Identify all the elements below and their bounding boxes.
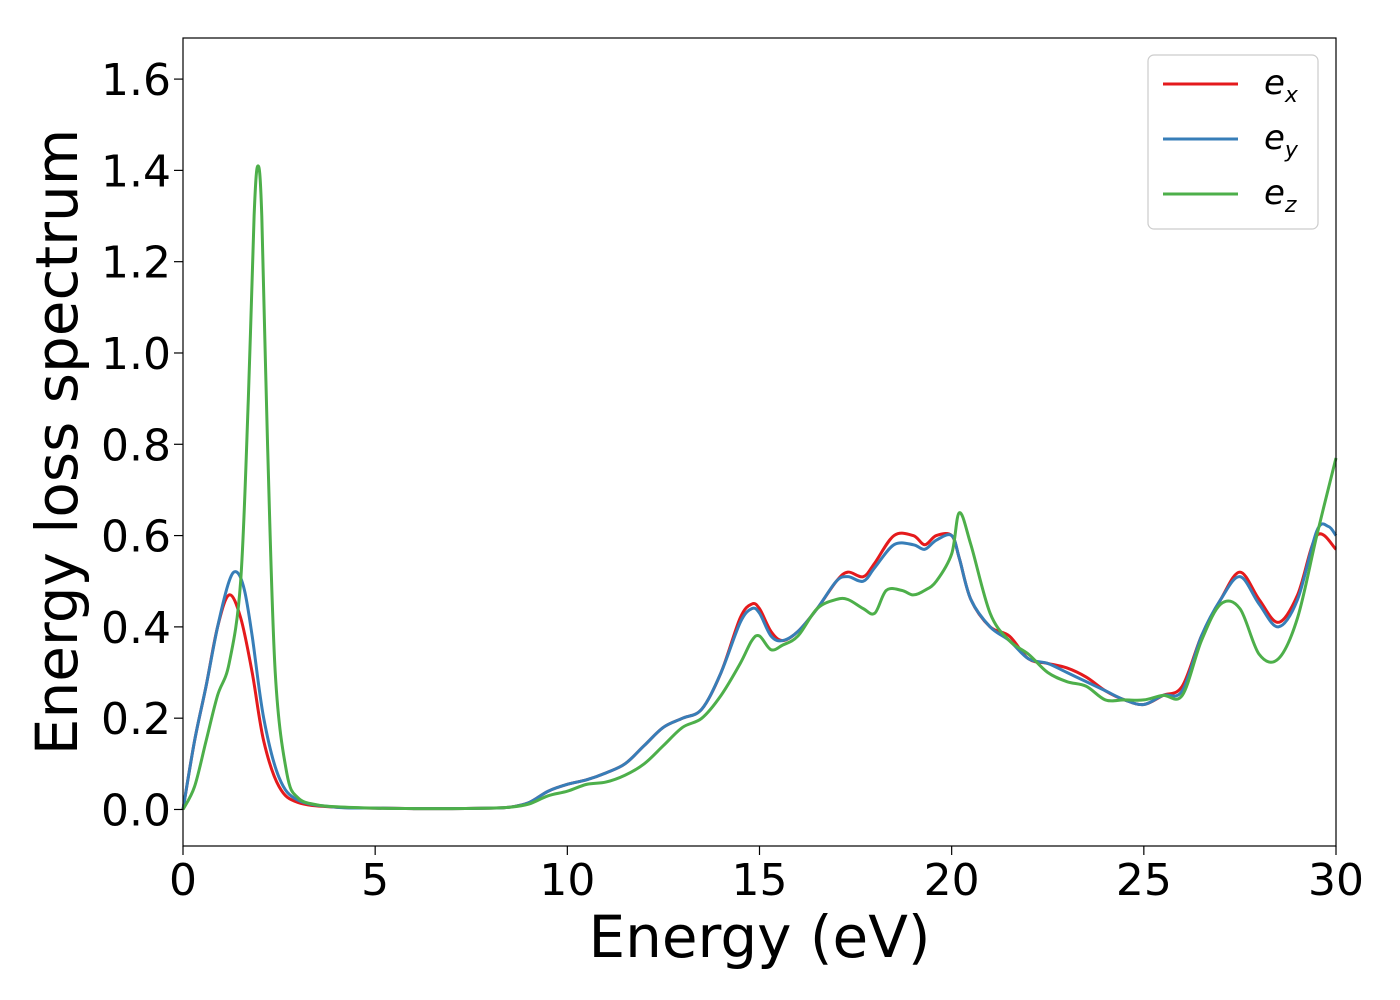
y-tick-label: 1.4 xyxy=(101,146,171,197)
y-tick-label: 1.0 xyxy=(101,329,171,380)
x-tick-label: 25 xyxy=(1116,855,1172,906)
x-axis-title: Energy (eV) xyxy=(588,903,930,971)
x-tick-label: 10 xyxy=(539,855,595,906)
y-tick-label: 0.2 xyxy=(101,694,171,745)
x-tick-label: 5 xyxy=(361,855,389,906)
y-axis-title: Energy loss spectrum xyxy=(23,129,91,755)
plot-background xyxy=(183,38,1336,846)
y-tick-label: 0.4 xyxy=(101,603,171,654)
y-tick-label: 1.6 xyxy=(101,55,171,106)
x-tick-label: 0 xyxy=(169,855,197,906)
x-axis-ticks: 0 5 10 15 20 25 30 xyxy=(169,846,1364,906)
y-tick-label: 0.0 xyxy=(101,785,171,836)
legend-label-x: ex xyxy=(1264,63,1299,108)
x-tick-label: 20 xyxy=(924,855,980,906)
y-tick-label: 1.2 xyxy=(101,238,171,289)
y-tick-label: 0.8 xyxy=(101,420,171,471)
series-line-z xyxy=(181,164,1338,811)
x-tick-label: 30 xyxy=(1308,855,1364,906)
y-tick-label: 0.6 xyxy=(101,512,171,563)
legend-label-z: ez xyxy=(1264,173,1297,218)
legend-box xyxy=(1147,54,1319,230)
series-layer xyxy=(181,164,1338,811)
y-axis-ticks: 0.0 0.2 0.4 0.6 0.8 1.0 1.2 1.4 1.6 xyxy=(101,55,183,836)
legend: ex ey ez xyxy=(1147,54,1319,230)
legend-label-y: ey xyxy=(1264,118,1299,163)
x-tick-label: 15 xyxy=(732,855,788,906)
